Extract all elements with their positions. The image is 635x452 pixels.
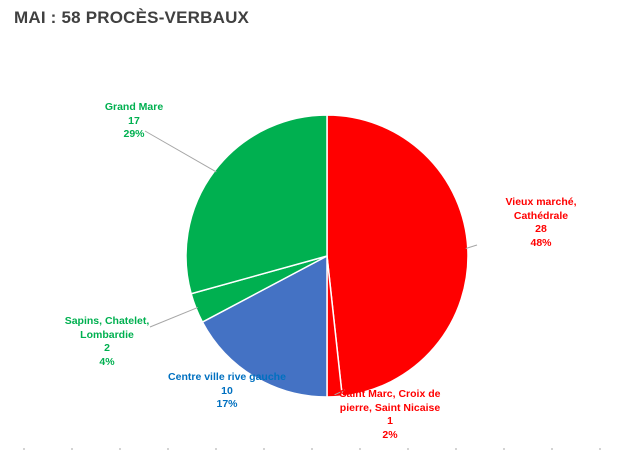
slice-name: pierre, Saint Nicaise [339,401,441,414]
pie-slice-0 [326,114,469,398]
pie-slices [185,114,469,398]
slice-label-saint-marc: Saint Marc, Croix de pierre, Saint Nicai… [332,388,448,442]
chart-title: MAI : 58 PROCÈS-VERBAUX [14,8,250,27]
slice-name: Vieux marché, [505,196,577,208]
slice-name: Centre ville rive gauche [168,371,286,383]
slice-name: Grand Mare [104,101,164,113]
slice-percent: 29% [123,128,145,140]
slice-name: Saint Marc, Croix de [339,388,441,400]
slice-percent: 17% [216,398,238,410]
slice-label-grand-mare: Grand Mare 17 29% [94,101,174,142]
slice-value: 2 [104,342,110,354]
slice-percent: 4% [99,355,115,368]
leader-line-3 [149,306,199,328]
slice-value: 10 [221,384,233,397]
slice-percent: 48% [530,236,552,249]
slice-percent: 2% [382,428,398,441]
leader-line-0 [465,244,478,249]
leader-line-1 [334,389,346,396]
slice-label-sapins: Sapins, Chatelet, Lombardie 2 4% [56,315,158,369]
slice-name: Sapins, Chatelet, [64,315,150,327]
slice-value: 1 [387,415,393,427]
pie-slice-2 [201,254,328,398]
leader-line-4 [144,130,217,173]
slice-label-vieux-marche: Vieux marché, Cathédrale 28 48% [488,196,594,250]
slice-name: Cathédrale [513,209,569,222]
bottom-border-dots [0,446,635,452]
slice-value: 17 [128,114,140,127]
slice-label-centre-ville: Centre ville rive gauche 10 17% [156,371,298,412]
slice-name: Lombardie [80,328,134,341]
slice-value: 28 [535,223,547,235]
leader-lines [144,130,478,396]
